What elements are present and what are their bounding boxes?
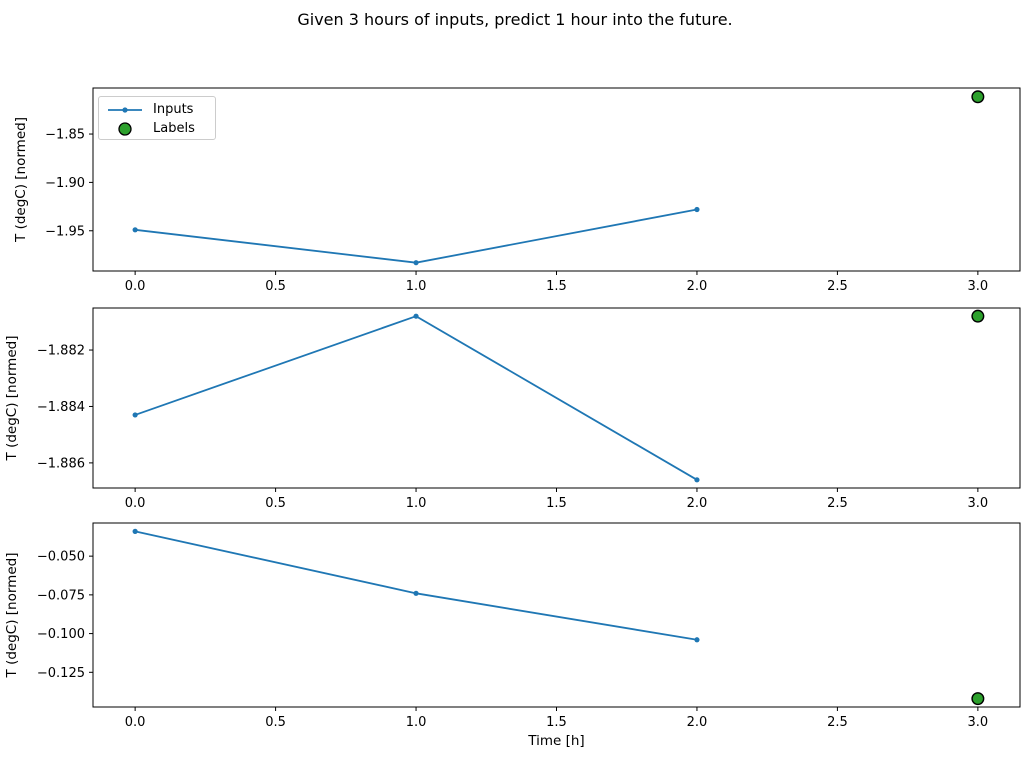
figure-title: Given 3 hours of inputs, predict 1 hour … <box>297 10 733 29</box>
y-axis-label: T (degC) [normed] <box>4 336 20 462</box>
legend-item-labels: Labels <box>107 119 207 138</box>
x-tick-label: 1.0 <box>406 496 427 511</box>
x-tick-label: 3.0 <box>968 496 989 511</box>
inputs-marker <box>413 260 419 266</box>
y-tick-label: −1.886 <box>37 456 85 471</box>
y-tick-label: −1.85 <box>45 128 85 143</box>
y-tick-label: −0.050 <box>37 550 85 565</box>
x-axis-label: Time [h] <box>527 733 584 749</box>
plot-border <box>92 87 1021 272</box>
inputs-line-marker-icon <box>107 105 143 115</box>
y-tick-label: −1.95 <box>45 224 85 239</box>
legend-item-inputs: Inputs <box>107 100 207 119</box>
plot-border <box>92 522 1021 708</box>
inputs-marker <box>132 227 138 233</box>
y-tick-label: −1.882 <box>37 344 85 359</box>
legend-label-inputs: Inputs <box>153 102 194 117</box>
x-tick-label: 0.5 <box>265 496 286 511</box>
x-tick-label: 3.0 <box>968 715 989 730</box>
inputs-marker <box>694 206 700 213</box>
x-tick-label: 2.0 <box>687 279 708 294</box>
labels-point <box>971 692 985 706</box>
y-axis-label: T (degC) [normed] <box>13 117 29 243</box>
x-tick-label: 3.0 <box>968 279 989 294</box>
x-tick-label: 1.5 <box>546 496 567 511</box>
inputs-marker <box>413 590 419 596</box>
y-tick-label: −0.125 <box>37 666 85 681</box>
y-tick-label: −1.884 <box>37 400 85 415</box>
inputs-line <box>134 315 698 481</box>
labels-point <box>971 309 985 323</box>
inputs-line <box>135 208 698 264</box>
inputs-marker <box>132 528 138 534</box>
x-tick-label: 1.5 <box>546 715 567 730</box>
labels-point <box>971 90 985 104</box>
inputs-line <box>134 530 698 641</box>
y-tick-label: −1.90 <box>45 176 85 191</box>
x-tick-label: 0.5 <box>265 715 286 730</box>
x-tick-label: 0.0 <box>125 279 146 294</box>
inputs-marker <box>694 477 700 483</box>
x-tick-label: 2.0 <box>687 715 708 730</box>
x-tick-label: 2.5 <box>827 715 848 730</box>
inputs-marker <box>413 313 419 319</box>
inputs-marker <box>132 412 138 418</box>
x-tick-label: 1.0 <box>406 279 427 294</box>
legend-label-labels: Labels <box>153 121 195 136</box>
x-tick-label: 2.0 <box>687 496 708 511</box>
x-tick-label: 1.5 <box>546 279 567 294</box>
x-tick-label: 2.5 <box>827 496 848 511</box>
x-tick-label: 2.5 <box>827 279 848 294</box>
y-tick-label: −0.075 <box>37 588 85 603</box>
x-tick-label: 0.5 <box>265 279 286 294</box>
x-tick-label: 0.0 <box>125 496 146 511</box>
x-tick-label: 0.0 <box>125 715 146 730</box>
x-tick-label: 1.0 <box>406 715 427 730</box>
legend: Inputs Labels <box>98 96 216 140</box>
y-axis-label: T (degC) [normed] <box>4 553 20 679</box>
labels-circle-icon <box>107 121 143 137</box>
y-tick-label: −0.100 <box>37 627 85 642</box>
inputs-marker <box>694 637 700 643</box>
